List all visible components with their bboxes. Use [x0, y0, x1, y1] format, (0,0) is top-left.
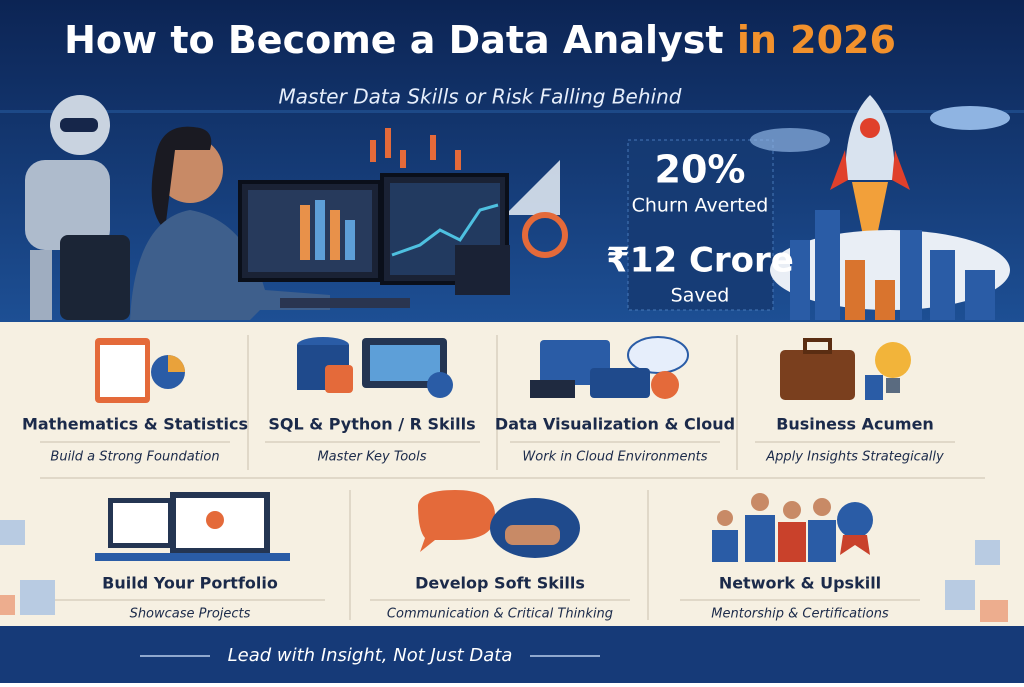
stat-value: ₹12 Crore: [606, 241, 794, 281]
skill-subtitle: Apply Insights Strategically: [765, 450, 944, 465]
footer-tagline: Lead with Insight, Not Just Data: [228, 645, 513, 666]
stat-label: Saved: [671, 285, 730, 307]
skill-subtitle: Mentorship & Certifications: [711, 607, 889, 622]
skill-title: Data Visualization & Cloud: [495, 415, 735, 434]
skill-title: Build Your Portfolio: [102, 574, 278, 593]
skill-subtitle: Master Key Tools: [317, 450, 426, 465]
skill-title: Network & Upskill: [719, 574, 881, 593]
skill-title: SQL & Python / R Skills: [268, 415, 475, 434]
subtitle: Master Data Skills or Risk Falling Behin…: [279, 85, 682, 109]
skill-subtitle: Showcase Projects: [130, 607, 251, 622]
skill-subtitle: Work in Cloud Environments: [522, 450, 707, 465]
skill-icons: [0, 336, 1008, 622]
skill-subtitle: Communication & Critical Thinking: [387, 607, 613, 622]
stat-label: Churn Averted: [632, 195, 769, 217]
title: How to Become a Data Analyst in 2026: [64, 18, 896, 62]
stat-value: 20%: [655, 148, 746, 192]
skill-title: Develop Soft Skills: [415, 574, 585, 593]
title-main: How to Become a Data Analyst: [64, 18, 724, 62]
skill-title: Business Acumen: [776, 415, 934, 434]
title-highlight: in 2026: [737, 18, 896, 62]
hero-illustration: [0, 95, 1024, 320]
skill-subtitle: Build a Strong Foundation: [50, 450, 219, 465]
footer-background: [0, 626, 1024, 683]
dividers: [40, 335, 985, 620]
skill-title: Mathematics & Statistics: [22, 415, 248, 434]
